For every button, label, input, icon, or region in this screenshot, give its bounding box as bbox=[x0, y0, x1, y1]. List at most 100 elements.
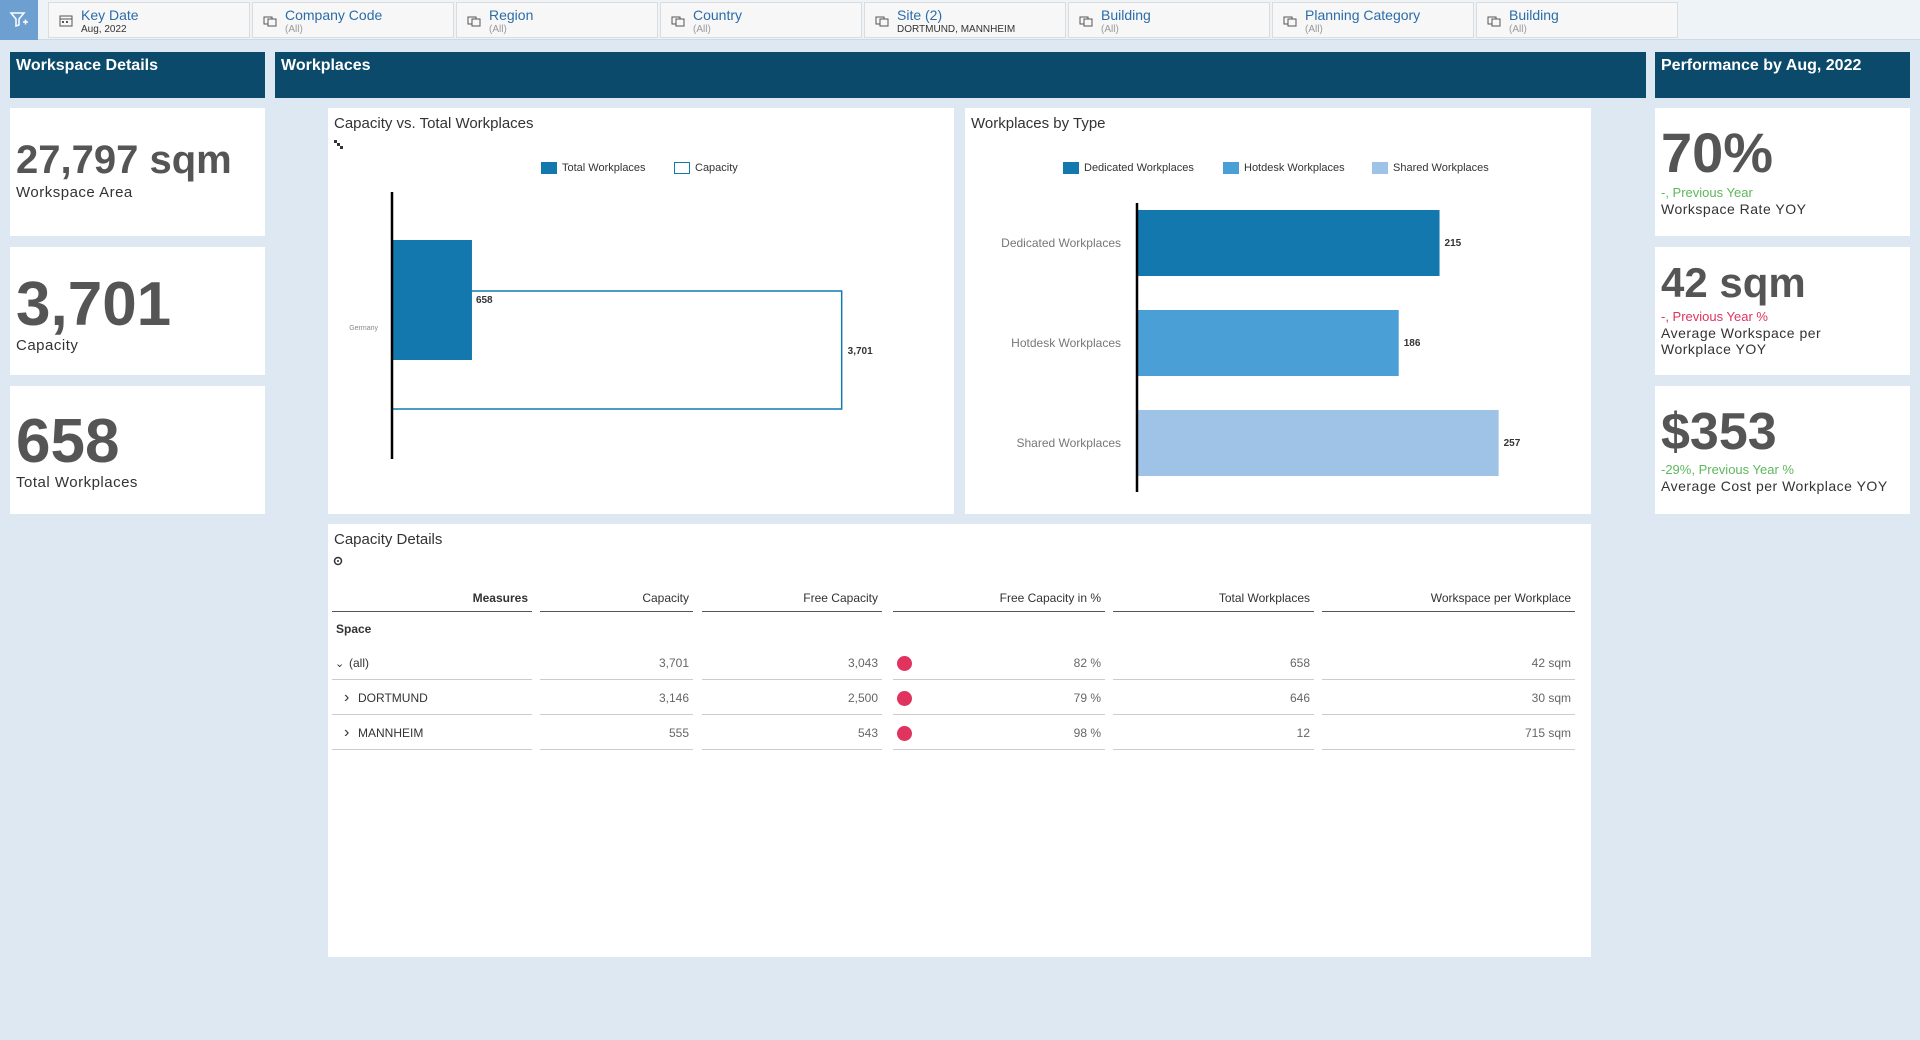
data-label: 215 bbox=[1445, 238, 1462, 249]
table-cell: 543 bbox=[702, 716, 882, 750]
kpi-value: 658 bbox=[16, 407, 120, 476]
legend-swatch bbox=[1063, 162, 1079, 174]
capacity-details-table-card: Capacity Details bbox=[328, 524, 1591, 957]
filter-value: (All) bbox=[1101, 24, 1119, 35]
data-label: 186 bbox=[1404, 338, 1421, 349]
status-indicator-icon bbox=[897, 726, 912, 741]
kpi-card-workspace-area[interactable]: 27,797 sqm Workspace Area bbox=[10, 108, 265, 236]
bar-hotdesk bbox=[1137, 310, 1399, 376]
filter-title: Key Date bbox=[81, 7, 139, 23]
table-row-label[interactable]: › MANNHEIM bbox=[332, 716, 532, 750]
kpi-value: 70% bbox=[1661, 121, 1774, 184]
bar-shared bbox=[1137, 410, 1499, 476]
filter-building[interactable]: Building (All) bbox=[1068, 2, 1270, 38]
filter-company-code[interactable]: Company Code (All) bbox=[252, 2, 454, 38]
kpi-trend: -29%, Previous Year % bbox=[1661, 462, 1794, 477]
filter-site-2[interactable]: Site (2) DORTMUND, MANNHEIM bbox=[864, 2, 1066, 38]
bar-total-workplaces bbox=[392, 240, 472, 360]
kpi-label: Total Workplaces bbox=[16, 474, 138, 491]
filter-value: Aug, 2022 bbox=[81, 24, 127, 35]
chart-capacity-vs-workplaces[interactable]: Capacity vs. Total Workplaces Total Work… bbox=[328, 108, 954, 514]
kpi-label: Workplace YOY bbox=[1661, 341, 1767, 357]
table-cell: 12 bbox=[1113, 716, 1314, 750]
kpi-trend: -, Previous Year % bbox=[1661, 309, 1768, 324]
column-header[interactable]: Free Capacity in % bbox=[893, 584, 1105, 612]
legend-item-shared[interactable]: Shared Workplaces bbox=[1372, 162, 1489, 174]
table-cell: 42 sqm bbox=[1322, 646, 1575, 680]
table-cell: 715 sqm bbox=[1322, 716, 1575, 750]
filter-value: (All) bbox=[489, 24, 507, 35]
legend-item-dedicated[interactable]: Dedicated Workplaces bbox=[1063, 162, 1194, 174]
table-cell: 79 % bbox=[893, 681, 1105, 715]
filter-planning-category[interactable]: Planning Category (All) bbox=[1272, 2, 1474, 38]
kpi-label: Workspace Rate YOY bbox=[1661, 201, 1807, 217]
kpi-card-capacity[interactable]: 3,701 Capacity bbox=[10, 247, 265, 375]
legend-label: Shared Workplaces bbox=[1393, 162, 1489, 174]
filter-value: DORTMUND, MANNHEIM bbox=[897, 24, 1016, 35]
kpi-card-workspace-rate[interactable]: 70% -, Previous Year Workspace Rate YOY bbox=[1655, 108, 1910, 236]
column-header[interactable]: Total Workplaces bbox=[1113, 584, 1314, 612]
legend-item-total-workplaces[interactable]: Total Workplaces bbox=[541, 162, 646, 174]
dimension-header: Space bbox=[336, 622, 372, 636]
row-label-text: DORTMUND bbox=[358, 691, 428, 705]
legend-label: Total Workplaces bbox=[562, 162, 646, 174]
legend-item-hotdesk[interactable]: Hotdesk Workplaces bbox=[1223, 162, 1345, 174]
chart-workplaces-by-type[interactable]: Workplaces by Type Dedicated Workplaces … bbox=[965, 108, 1591, 514]
legend-swatch bbox=[674, 162, 690, 174]
calendar-icon bbox=[59, 15, 73, 27]
kpi-card-average-workspace[interactable]: 42 sqm -, Previous Year % Average Worksp… bbox=[1655, 247, 1910, 375]
bar-dedicated bbox=[1137, 210, 1440, 276]
drill-icon[interactable] bbox=[334, 140, 344, 150]
data-label-total-workplaces: 658 bbox=[476, 295, 493, 306]
filter-title: Site (2) bbox=[897, 7, 943, 23]
table-cell: 3,701 bbox=[540, 646, 693, 680]
chart-plot-area: Germany 658 3,701 bbox=[349, 192, 873, 459]
kpi-card-average-cost[interactable]: $353 -29%, Previous Year % Average Cost … bbox=[1655, 386, 1910, 514]
hierarchy-icon bbox=[671, 16, 685, 27]
filter-title: Planning Category bbox=[1305, 7, 1421, 23]
column-header[interactable]: Free Capacity bbox=[702, 584, 882, 612]
filter-region[interactable]: Region (All) bbox=[456, 2, 658, 38]
filter-title: Region bbox=[489, 7, 534, 23]
filter-value: (All) bbox=[693, 24, 711, 35]
hierarchy-icon bbox=[1487, 16, 1501, 27]
hierarchy-icon bbox=[263, 16, 277, 27]
chart-title: Capacity vs. Total Workplaces bbox=[334, 115, 534, 132]
column-header[interactable]: Capacity bbox=[540, 584, 693, 612]
hierarchy-icon bbox=[1079, 16, 1093, 27]
kpi-value: 27,797 sqm bbox=[16, 138, 232, 182]
filter-country[interactable]: Country (All) bbox=[660, 2, 862, 38]
kpi-label: Average Cost per Workplace YOY bbox=[1661, 478, 1888, 494]
hierarchy-icon bbox=[875, 16, 889, 27]
settings-icon[interactable] bbox=[333, 556, 343, 566]
kpi-card-total-workplaces[interactable]: 658 Total Workplaces bbox=[10, 386, 265, 514]
category-label: Hotdesk Workplaces bbox=[1011, 336, 1121, 350]
filter-building[interactable]: Building (All) bbox=[1476, 2, 1678, 38]
hierarchy-icon bbox=[467, 16, 481, 27]
legend-item-capacity[interactable]: Capacity bbox=[674, 162, 738, 174]
table-row-label[interactable]: › DORTMUND bbox=[332, 681, 532, 715]
filter-key-date[interactable]: Key Date Aug, 2022 bbox=[48, 2, 250, 38]
category-label: Dedicated Workplaces bbox=[1001, 236, 1121, 250]
filter-value: (All) bbox=[1509, 24, 1527, 35]
column-header[interactable]: Measures bbox=[332, 584, 532, 612]
filter-title: Building bbox=[1101, 7, 1151, 23]
table-row-label[interactable]: ⌄ (all) bbox=[332, 646, 532, 680]
section-header-workspace-details: Workspace Details bbox=[10, 52, 265, 98]
data-label-capacity: 3,701 bbox=[848, 346, 873, 357]
chevron-right-icon[interactable]: › bbox=[344, 724, 350, 741]
filter-toggle-button[interactable] bbox=[0, 0, 38, 40]
table-cell: 3,043 bbox=[702, 646, 882, 680]
kpi-label: Capacity bbox=[16, 337, 79, 354]
category-label: Shared Workplaces bbox=[1017, 436, 1122, 450]
legend-label: Dedicated Workplaces bbox=[1084, 162, 1194, 174]
chevron-down-icon[interactable]: ⌄ bbox=[335, 658, 345, 670]
legend-swatch bbox=[1372, 162, 1388, 174]
chevron-right-icon[interactable]: › bbox=[344, 689, 350, 706]
kpi-trend: -, Previous Year bbox=[1661, 185, 1753, 200]
table-cell: 555 bbox=[540, 716, 693, 750]
filter-title: Company Code bbox=[285, 7, 383, 23]
table-cell: 3,146 bbox=[540, 681, 693, 715]
data-label: 257 bbox=[1504, 438, 1521, 449]
column-header[interactable]: Workspace per Workplace bbox=[1322, 584, 1575, 612]
